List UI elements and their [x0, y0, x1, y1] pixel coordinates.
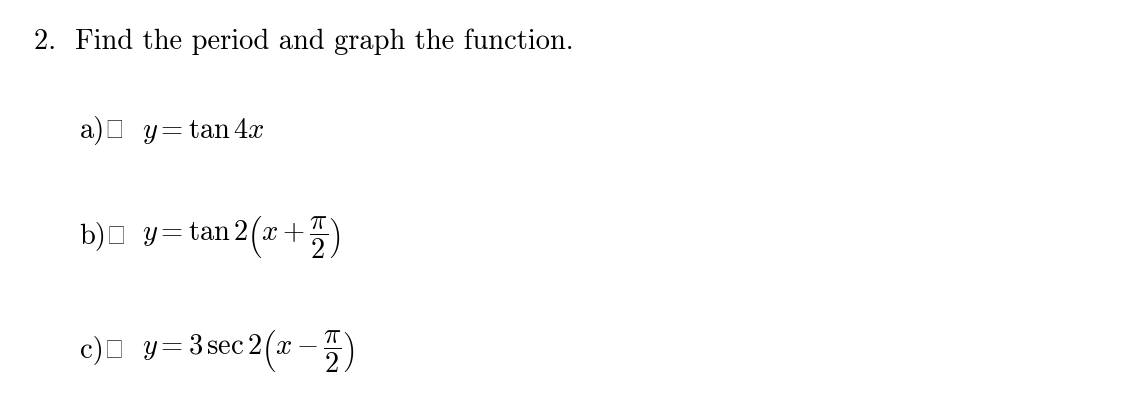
Text: $y = \mathrm{tan}\,4x$: $y = \mathrm{tan}\,4x$	[142, 115, 265, 146]
Text: $y = \mathrm{tan}\,2\left(x + \dfrac{\pi}{2}\right)$: $y = \mathrm{tan}\,2\left(x + \dfrac{\pi…	[142, 214, 341, 259]
Text: b): b)	[80, 222, 127, 251]
Text: 2.  Find the period and graph the function.: 2. Find the period and graph the functio…	[34, 29, 574, 55]
Text: a): a)	[80, 116, 126, 145]
Text: $y = 3\,\mathrm{sec}\,2\left(x - \dfrac{\pi}{2}\right)$: $y = 3\,\mathrm{sec}\,2\left(x - \dfrac{…	[142, 328, 355, 374]
Text: c): c)	[80, 336, 125, 366]
